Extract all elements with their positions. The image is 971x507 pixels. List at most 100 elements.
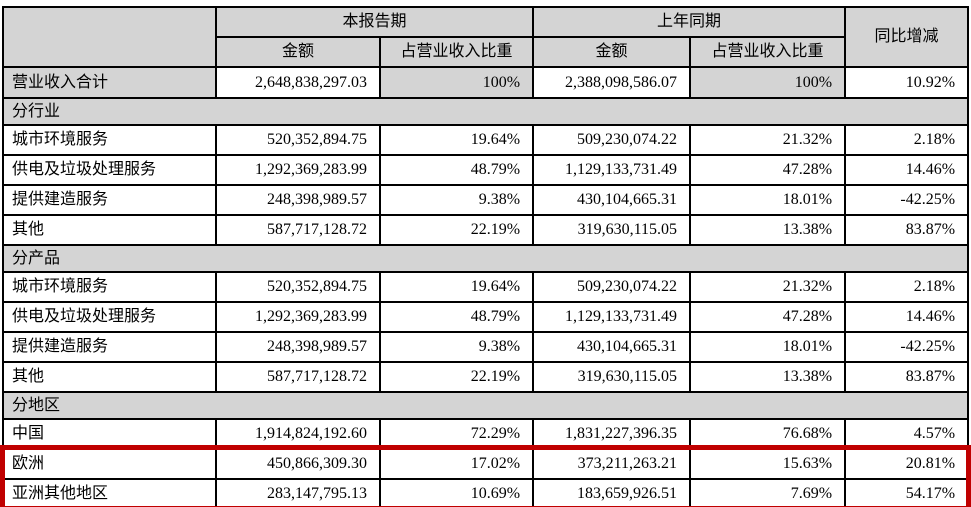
current-amount-cell: 283,147,795.13 xyxy=(215,478,381,507)
prior-amount-cell: 1,129,133,731.49 xyxy=(532,154,692,186)
table-row: 其他 587,717,128.72 22.19% 319,630,115.05 13.3… xyxy=(2,361,970,393)
yoy-change-cell: -42.25% xyxy=(844,331,970,363)
current-share-cell: 17.02% xyxy=(378,448,535,480)
section-label: 分行业 xyxy=(1,97,970,126)
current-share-cell: 19.64% xyxy=(378,271,535,303)
prior-share-cell: 21.32% xyxy=(689,271,847,303)
prior-share-header: 占营业收入比重 xyxy=(689,36,847,68)
table-row: 城市环境服务 520,352,894.75 19.64% 509,230,074.22… xyxy=(2,271,970,303)
row-label: 供电及垃圾处理服务 xyxy=(2,154,217,186)
current-period-header: 本报告期 xyxy=(214,6,535,38)
current-share-cell: 19.64% xyxy=(378,124,535,156)
yoy-change-cell: -42.25% xyxy=(844,184,970,216)
current-amount-cell: 2,648,838,297.03 xyxy=(215,66,381,99)
prior-share-cell: 21.32% xyxy=(689,124,847,156)
row-label: 提供建造服务 xyxy=(2,331,217,363)
table-row: 供电及垃圾处理服务 1,292,369,283.99 48.79% 1,129,133… xyxy=(2,154,970,186)
row-label: 提供建造服务 xyxy=(2,184,217,216)
table-row: 提供建造服务 248,398,989.57 9.38% 430,104,665.31 1… xyxy=(2,184,970,216)
prior-amount-cell: 509,230,074.22 xyxy=(532,271,692,303)
current-share-cell: 9.38% xyxy=(378,331,535,363)
prior-amount-cell: 2,388,098,586.07 xyxy=(532,66,692,99)
current-share-cell: 48.79% xyxy=(378,154,535,186)
section-row: 分地区 xyxy=(1,391,970,420)
section-label: 分产品 xyxy=(1,244,970,273)
table-body: 营业收入合计 2,648,838,297.03 100% 2,388,098,586.… xyxy=(1,66,970,507)
current-amount-cell: 248,398,989.57 xyxy=(215,331,381,363)
yoy-change-cell: 14.46% xyxy=(844,154,970,186)
prior-amount-cell: 183,659,926.51 xyxy=(532,478,692,507)
prior-amount-cell: 319,630,115.05 xyxy=(532,214,692,246)
table-row: 供电及垃圾处理服务 1,292,369,283.99 48.79% 1,129,133… xyxy=(2,301,970,333)
yoy-change-cell: 10.92% xyxy=(844,66,970,99)
row-label: 亚洲其他地区 xyxy=(2,478,217,507)
prior-amount-cell: 319,630,115.05 xyxy=(532,361,692,393)
prior-amount-cell: 509,230,074.22 xyxy=(532,124,692,156)
table-row: 中国 1,914,824,192.60 72.29% 1,831,227,396.35… xyxy=(2,418,970,450)
current-amount-cell: 248,398,989.57 xyxy=(215,184,381,216)
section-row: 分行业 xyxy=(1,97,970,126)
prior-share-cell: 13.38% xyxy=(689,214,847,246)
table-row: 城市环境服务 520,352,894.75 19.64% 509,230,074.22… xyxy=(2,124,970,156)
yoy-change-cell: 2.18% xyxy=(844,124,970,156)
yoy-change-cell: 83.87% xyxy=(844,214,970,246)
current-amount-cell: 450,866,309.30 xyxy=(215,448,381,480)
current-share-cell: 22.19% xyxy=(378,361,535,393)
corner-blank-cell xyxy=(2,6,217,68)
revenue-breakdown-table: 本报告期 上年同期 同比增减 金额 占营业收入比重 金额 占营业收入比重 营业收… xyxy=(1,6,970,507)
yoy-change-cell: 2.18% xyxy=(844,271,970,303)
section-row: 分产品 xyxy=(1,244,970,273)
yoy-change-cell: 20.81% xyxy=(844,448,970,480)
current-share-cell: 22.19% xyxy=(378,214,535,246)
current-share-cell: 9.38% xyxy=(378,184,535,216)
yoy-change-cell: 14.46% xyxy=(844,301,970,333)
table-row: 提供建造服务 248,398,989.57 9.38% 430,104,665.31 1… xyxy=(2,331,970,363)
yoy-change-header: 同比增减 xyxy=(844,6,970,68)
current-share-cell: 72.29% xyxy=(378,418,535,450)
table-header: 本报告期 上年同期 同比增减 金额 占营业收入比重 金额 占营业收入比重 xyxy=(2,6,970,68)
prior-share-cell: 18.01% xyxy=(689,184,847,216)
row-label: 中国 xyxy=(2,418,217,450)
prior-amount-cell: 373,211,263.21 xyxy=(532,448,692,480)
row-label: 其他 xyxy=(2,361,217,393)
current-amount-cell: 520,352,894.75 xyxy=(215,124,381,156)
prior-amount-cell: 1,129,133,731.49 xyxy=(532,301,692,333)
prior-share-cell: 13.38% xyxy=(689,361,847,393)
current-amount-cell: 587,717,128.72 xyxy=(215,214,381,246)
current-amount-cell: 587,717,128.72 xyxy=(215,361,381,393)
row-label: 营业收入合计 xyxy=(2,66,217,99)
prior-share-cell: 100% xyxy=(689,66,847,99)
current-amount-cell: 1,292,369,283.99 xyxy=(215,301,381,333)
prior-share-cell: 18.01% xyxy=(689,331,847,363)
prior-share-cell: 76.68% xyxy=(689,418,847,450)
row-label: 其他 xyxy=(2,214,217,246)
current-amount-cell: 1,914,824,192.60 xyxy=(215,418,381,450)
prior-amount-cell: 430,104,665.31 xyxy=(532,331,692,363)
current-share-cell: 48.79% xyxy=(378,301,535,333)
row-label: 欧洲 xyxy=(2,448,217,480)
prior-amount-header: 金额 xyxy=(532,36,692,68)
prior-amount-cell: 430,104,665.31 xyxy=(532,184,692,216)
current-share-header: 占营业收入比重 xyxy=(378,36,535,68)
prior-amount-cell: 1,831,227,396.35 xyxy=(532,418,692,450)
current-share-cell: 10.69% xyxy=(378,478,535,507)
prior-period-header: 上年同期 xyxy=(532,6,847,38)
row-label: 城市环境服务 xyxy=(2,271,217,303)
prior-share-cell: 47.28% xyxy=(689,301,847,333)
current-amount-header: 金额 xyxy=(215,36,381,68)
revenue-breakdown-table-wrap: 本报告期 上年同期 同比增减 金额 占营业收入比重 金额 占营业收入比重 营业收… xyxy=(0,6,971,507)
prior-share-cell: 47.28% xyxy=(689,154,847,186)
table-row: 亚洲其他地区 283,147,795.13 10.69% 183,659,926.51… xyxy=(2,478,970,507)
yoy-change-cell: 83.87% xyxy=(844,361,970,393)
current-share-cell: 100% xyxy=(378,66,535,99)
prior-share-cell: 15.63% xyxy=(689,448,847,480)
row-label: 城市环境服务 xyxy=(2,124,217,156)
table-row: 欧洲 450,866,309.30 17.02% 373,211,263.21 15.6… xyxy=(2,448,970,480)
section-label: 分地区 xyxy=(1,391,970,420)
table-row: 营业收入合计 2,648,838,297.03 100% 2,388,098,586.… xyxy=(2,66,970,99)
current-amount-cell: 1,292,369,283.99 xyxy=(215,154,381,186)
row-label: 供电及垃圾处理服务 xyxy=(2,301,217,333)
yoy-change-cell: 4.57% xyxy=(844,418,970,450)
current-amount-cell: 520,352,894.75 xyxy=(215,271,381,303)
